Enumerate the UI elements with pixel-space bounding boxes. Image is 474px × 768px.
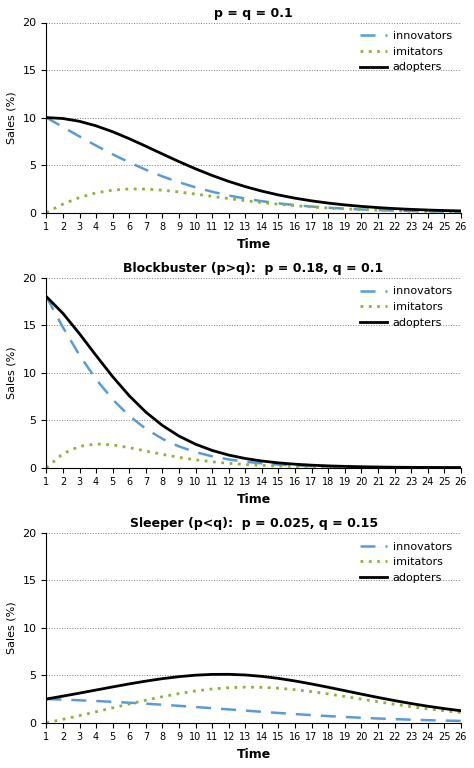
Title: Sleeper (p<q):  p = 0.025, q = 0.15: Sleeper (p<q): p = 0.025, q = 0.15 <box>129 517 378 530</box>
Y-axis label: Sales (%): Sales (%) <box>7 346 17 399</box>
Y-axis label: Sales (%): Sales (%) <box>7 91 17 144</box>
Title: Blockbuster (p>q):  p = 0.18, q = 0.1: Blockbuster (p>q): p = 0.18, q = 0.1 <box>124 262 384 275</box>
X-axis label: Time: Time <box>237 238 271 251</box>
Legend: innovators, imitators, adopters: innovators, imitators, adopters <box>356 28 456 76</box>
Legend: innovators, imitators, adopters: innovators, imitators, adopters <box>356 283 456 331</box>
Title: p = q = 0.1: p = q = 0.1 <box>214 7 293 20</box>
X-axis label: Time: Time <box>237 748 271 761</box>
X-axis label: Time: Time <box>237 493 271 506</box>
Legend: innovators, imitators, adopters: innovators, imitators, adopters <box>356 538 456 586</box>
Y-axis label: Sales (%): Sales (%) <box>7 601 17 654</box>
